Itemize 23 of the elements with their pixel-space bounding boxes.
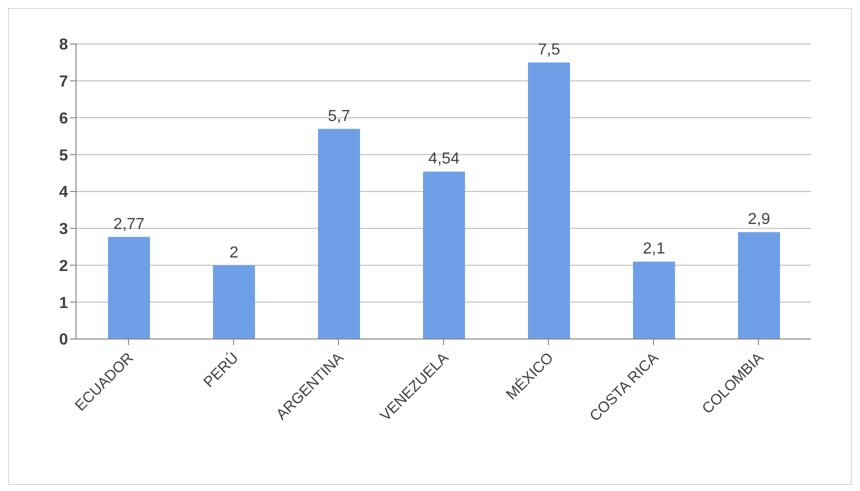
bar [213, 265, 255, 339]
y-tick-label: 0 [59, 332, 68, 349]
data-label: 4,54 [428, 150, 460, 168]
data-label: 2,9 [748, 211, 770, 228]
y-tick-label: 7 [59, 74, 68, 91]
bar [423, 172, 465, 339]
data-label: 2,77 [113, 216, 145, 233]
y-tick-label: 6 [59, 110, 68, 128]
data-label: 2 [230, 244, 239, 262]
y-tick-label: 3 [59, 221, 68, 238]
data-label: 2,1 [642, 240, 666, 258]
y-tick-label: 2 [59, 258, 68, 275]
bar [318, 128, 360, 339]
bar [108, 236, 150, 339]
bar [528, 62, 570, 339]
y-tick-label: 1 [59, 294, 68, 312]
data-label: 5,7 [328, 108, 350, 125]
y-tick-label: 5 [59, 147, 68, 164]
bar [738, 232, 780, 339]
bar [633, 262, 675, 339]
data-label: 7,5 [538, 41, 560, 58]
y-tick-label: 8 [59, 36, 68, 54]
y-tick-label: 4 [59, 184, 68, 202]
